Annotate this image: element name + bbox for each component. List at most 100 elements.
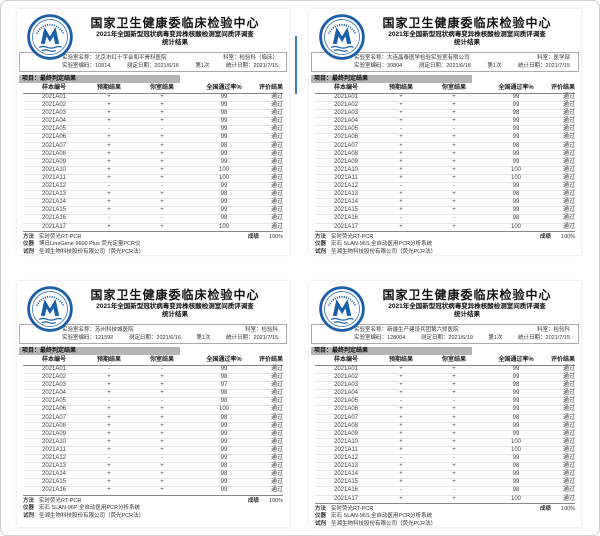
cell-sample-id: 2021A05 (333, 126, 359, 133)
cell-pass-rate: 100 (218, 223, 229, 230)
cell-sample-id: 2021A16 (333, 487, 359, 494)
cell-your-result: + (160, 207, 164, 214)
table-row: 2021A01 + + 99 通过 (315, 366, 575, 375)
document-card[interactable]: 国家卫生健康委临床检验中心 2021年全国新型冠状病毒变异株核酸检测室间质评调查… (309, 9, 581, 255)
method-value: 实时荧光RT-PCR (39, 233, 82, 240)
cell-evaluation: 通过 (270, 446, 283, 453)
cell-sample-id: 2021A07 (41, 142, 67, 149)
document-card[interactable]: 国家卫生健康委临床检验中心 2021年全国新型冠状病毒变异株核酸检测室间质评调查… (309, 281, 581, 527)
cell-your-result: + (160, 390, 164, 397)
document-footer: 方法 实时荧光RT-PCR 成绩 100% 仪器 宏石 SLAN-96P 全自动… (23, 498, 283, 521)
cell-expected: + (399, 102, 403, 109)
cell-sample-id: 2021A13 (333, 191, 359, 198)
survey-title: 2021年全国新型冠状病毒变异株核酸检测室间质评调查 (96, 31, 254, 38)
table-row: 2021A04 + + 98 通过 (23, 390, 283, 399)
cell-evaluation: 通过 (270, 463, 283, 470)
cell-evaluation: 通过 (562, 126, 575, 133)
results-table: 样本编号 预期结果 你室结果 全国通过率% 评价结果 2021A01 + + 9… (315, 356, 575, 504)
test-date: 测定日期：2021/6/19 (420, 335, 473, 341)
cell-sample-id: 2021A03 (41, 110, 67, 117)
instrument-line: 仪器 博日LineGene 9600 Plus 荧光定量PCR仪 (23, 241, 283, 249)
cell-expected: + (399, 199, 403, 206)
cell-evaluation: 通过 (270, 118, 283, 125)
cell-evaluation: 通过 (562, 374, 575, 381)
cell-sample-id: 2021A14 (333, 199, 359, 206)
lab-info-box: 实验室名称：北京市红十字会和平骨科医院 科室：检验科（临床） 实验室编码：108… (19, 52, 287, 72)
cell-sample-id: 2021A01 (333, 94, 359, 100)
table-row: 2021A09 + + 99 通过 (23, 159, 283, 167)
cell-your-result: + (160, 199, 164, 206)
cell-pass-rate: 99 (512, 374, 520, 381)
table-row: 2021A11 + + 99 通过 (23, 446, 283, 456)
table-row: 2021A05 - - 99 通过 (23, 126, 283, 135)
stat-date: 统计日期：2021/7/15 (518, 335, 570, 341)
table-row: 2021A16 + + 99 通过 (23, 487, 283, 496)
cell-expected: + (399, 110, 403, 117)
cell-your-result: + (452, 406, 456, 413)
cell-pass-rate: 99 (220, 118, 228, 125)
cell-your-result: - (161, 366, 163, 372)
cell-pass-rate: 99 (220, 158, 228, 165)
cell-your-result: + (452, 134, 456, 141)
cell-expected: + (107, 134, 111, 141)
table-row: 2021A16 - - 98 通过 (315, 215, 575, 224)
cell-your-result: + (452, 438, 456, 445)
lab-info-box: 实验室名称：大连晶泰医学检验实验室有限公司 科室：医学部 实验室编码：30804… (311, 52, 579, 72)
table-row: 2021A11 + + 100 通过 (23, 175, 283, 184)
document-card[interactable]: 国家卫生健康委临床检验中心 2021年全国新型冠状病毒变异株核酸检测室间质评调查… (17, 9, 289, 255)
table-row: 2021A08 + + 99 通过 (315, 151, 575, 159)
cell-pass-rate: 97 (220, 382, 228, 389)
cell-sample-id: 2021A17 (41, 223, 67, 230)
document-header: 国家卫生健康委临床检验中心 2021年全国新型冠状病毒变异株核酸检测室间质评调查… (367, 288, 567, 319)
table-row: 2021A16 - - 98 通过 (23, 215, 283, 224)
method-line: 方法 实时荧光RT-PCR 成绩 100% (23, 234, 283, 242)
cell-expected: + (399, 191, 403, 198)
lab-name: 实验室名称：北京市红十字会和平骨科医院 (62, 55, 167, 61)
cell-expected: + (107, 446, 111, 453)
cell-pass-rate: 99 (220, 183, 228, 190)
cell-sample-id: 2021A12 (41, 455, 67, 462)
col-evaluation: 评价结果 (550, 357, 575, 363)
cell-sample-id: 2021A01 (333, 366, 359, 372)
instrument-line: 仪器 宏石 SLAN-96S 全自动医用PCR分析系统 (315, 513, 575, 521)
cell-your-result: + (452, 118, 456, 125)
section-title-bar: 项目：最终判定结果 (311, 347, 473, 355)
cell-sample-id: 2021A06 (41, 134, 67, 141)
cell-your-result: + (452, 199, 456, 206)
stat-title: 统计结果 (454, 311, 480, 318)
score-value: 100% (268, 497, 283, 504)
document-card[interactable]: 国家卫生健康委临床检验中心 2021年全国新型冠状病毒变异株核酸检测室间质评调查… (17, 281, 289, 527)
method-label: 方法 (23, 497, 35, 504)
cell-expected: + (399, 446, 403, 453)
cell-pass-rate: 99 (220, 455, 228, 462)
cell-pass-rate: 99 (512, 366, 520, 372)
cell-evaluation: 通过 (562, 102, 575, 109)
table-row: 2021A12 - - 99 通过 (315, 183, 575, 192)
lab-info-row-2: 实验室编码：128004 测定日期：2021/6/19 第1次 统计日期：202… (354, 334, 574, 342)
instrument-value: 宏石 SLAN-96S 全自动医用PCR分析系统 (331, 513, 433, 520)
cell-sample-id: 2021A05 (41, 126, 67, 133)
org-title: 国家卫生健康委临床检验中心 (382, 16, 552, 30)
table-row: 2021A14 + + 99 通过 (315, 199, 575, 208)
cell-expected: + (399, 422, 403, 429)
cell-evaluation: 通过 (562, 438, 575, 445)
cell-your-result: + (452, 110, 456, 117)
reagent-label: 试剂 (315, 248, 327, 255)
results-rows: 2021A01 + + 99 通过 2021A02 + + 99 通过 2021… (315, 366, 575, 504)
table-row: 2021A15 + + 99 通过 (315, 479, 575, 488)
table-row: 2021A06 + + 99 通过 (315, 406, 575, 415)
cell-sample-id: 2021A04 (333, 390, 359, 397)
test-date: 测定日期：2021/6/18 (418, 63, 471, 69)
section-title-bar: 项目：最终判定结果 (19, 347, 181, 355)
table-row: 2021A13 + + 98 通过 (23, 191, 283, 200)
cell-sample-id: 2021A02 (41, 102, 67, 109)
cell-evaluation: 通过 (270, 471, 283, 478)
lab-name: 实验室名称：新疆生产建设兵团第六师医院 (354, 327, 459, 333)
score-value: 100% (560, 233, 575, 240)
cell-expected: + (399, 174, 403, 181)
cell-evaluation: 通过 (270, 438, 283, 445)
table-row: 2021A14 + + 99 通过 (315, 471, 575, 480)
cell-sample-id: 2021A10 (41, 166, 67, 173)
cell-expected: + (107, 422, 111, 429)
cell-evaluation: 通过 (270, 134, 283, 141)
